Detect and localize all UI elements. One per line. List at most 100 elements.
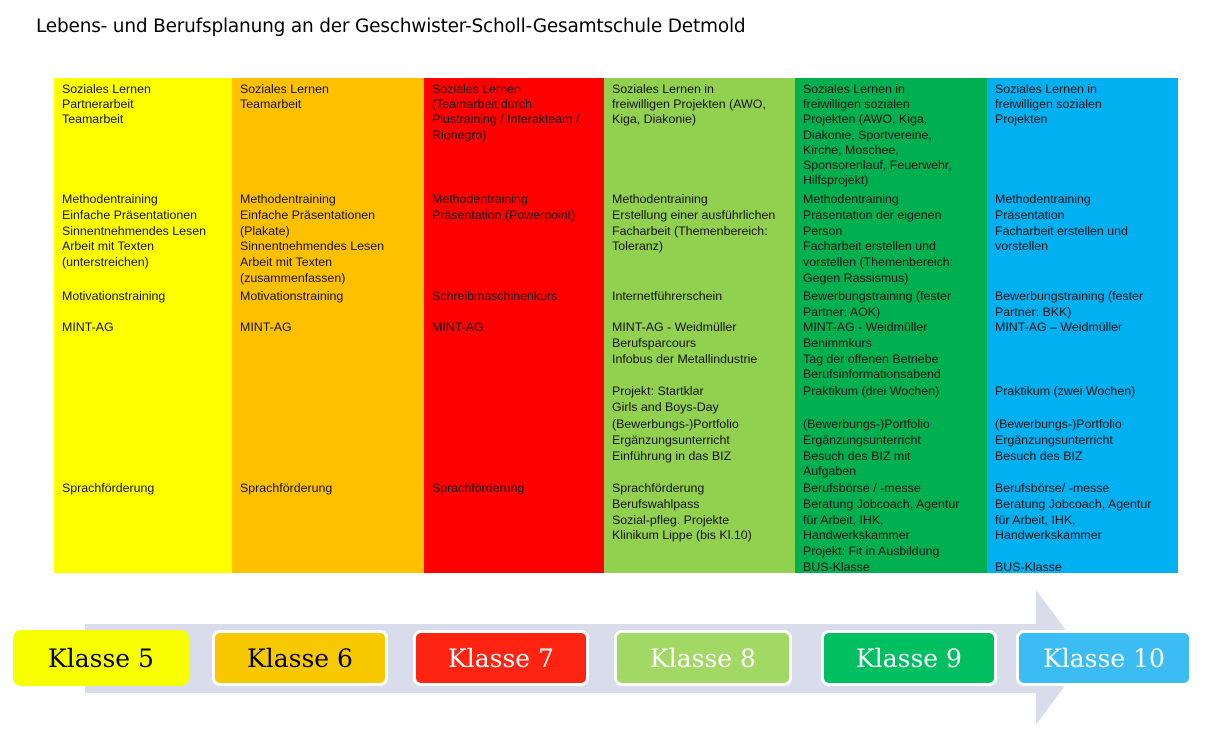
entry-text: MINT-AG – Weidmüller — [995, 320, 1123, 334]
group-motivation: Bewerbungstraining (fester Partner: AOK) — [803, 289, 983, 321]
group-sprach: Sprachförderung — [432, 481, 600, 497]
group-motivation: Internetführerschein — [612, 289, 791, 305]
group-mint: MINT-AG - Weidmüller Benimmkurs Tag der of… — [803, 320, 983, 383]
entry-text: Berufswahlpass — [612, 496, 700, 511]
entry-text: Motivationstraining — [62, 289, 166, 303]
grade-box-klasse-9: Klasse 9 — [821, 630, 997, 686]
entry-text: Soziales Lernen in — [612, 82, 714, 96]
entry-text: freiwilligen sozialen — [803, 97, 910, 112]
entry-text: Benimmkurs — [803, 335, 872, 350]
entry-text: MINT-AG - Weidmüller — [803, 320, 928, 334]
entry-text: Projekten (AWO, Kiga, — [803, 112, 928, 127]
entry-text: Besuch des BIZ — [995, 448, 1083, 463]
entry-text: Soziales Lernen in — [803, 82, 905, 96]
entry-text: BUS-Klasse — [803, 559, 870, 574]
grade-column-10: Soziales Lernen in freiwilligen sozialen P… — [987, 78, 1178, 576]
entry-text: Sozial-pfleg. Projekte — [612, 512, 730, 527]
entry-text: (Plakate) — [240, 223, 290, 238]
entry-text: Bewerbungstraining (fester — [995, 289, 1144, 303]
entry-text: Aufgaben — [803, 464, 857, 479]
entry-text: Soziales Lernen in — [995, 82, 1097, 96]
entry-text: vorstellen — [995, 239, 1049, 254]
entry-text: Sprachförderung — [432, 481, 525, 495]
entry-text: Methodentraining — [612, 192, 708, 206]
grade-box-klasse-7: Klasse 7 — [413, 630, 589, 686]
entry-text: Schreibmaschinenkurs — [432, 289, 558, 303]
entry-text: Handwerkskammer — [995, 528, 1102, 543]
entry-text: Sinnentnehmendes Lesen — [240, 239, 384, 254]
entry-text: Beratung Jobcoach, Agentur — [995, 496, 1152, 511]
entry-text: Ergänzungsunterricht — [803, 432, 921, 447]
entry-text: Berufsbörse/ -messe — [995, 481, 1110, 495]
entry-text: (Bewerbungs-)Portfolio — [612, 417, 739, 431]
group-social: Soziales Lernen Teamarbeit — [240, 82, 420, 112]
entry-text: für Arbeit, IHK, — [995, 512, 1076, 527]
entry-text: freiwilligen sozialen — [995, 97, 1102, 112]
entry-text: Sponsorenlauf, Feuerwehr, — [803, 157, 952, 172]
entry-text: Internetführerschein — [612, 289, 723, 303]
group-mint: MINT-AG — [240, 320, 420, 336]
entry-text: freiwilligen Projekten (AWO, — [612, 97, 766, 112]
group-method: Methodentraining Präsentation der eigenen… — [803, 192, 983, 287]
entry-text: für Arbeit, IHK, — [803, 512, 884, 527]
entry-text: (Bewerbungs-)Portfolio — [995, 417, 1122, 431]
entry-text: Methodentraining — [995, 192, 1091, 206]
group-social: Soziales Lernen in freiwilligen Projekten… — [612, 82, 791, 128]
group-motivation: Motivationstraining — [240, 289, 420, 305]
entry-text: Projekten — [995, 112, 1048, 127]
group-method: Methodentraining Einfache Präsentationen S… — [62, 192, 228, 271]
entry-text: Diakonie, Sportvereine, — [803, 127, 932, 142]
entry-text: MINT-AG — [62, 320, 114, 334]
entry-text: Praktikum (drei Wochen) — [803, 384, 940, 398]
entry-text: Soziales Lernen — [62, 82, 151, 96]
entry-text: Kirche, Moschee, — [803, 142, 899, 157]
page-title: Lebens- und Berufsplanung an der Geschwi… — [36, 16, 746, 37]
entry-text: Ergänzungsunterricht — [612, 432, 730, 447]
group-praktikum: Praktikum (zwei Wochen) — [995, 384, 1174, 400]
entry-text: Einfache Präsentationen — [240, 207, 376, 222]
group-sprach: Berufsbörse / -messe Beratung Jobcoach, A… — [803, 481, 983, 576]
entry-text: Tag der offenen Betriebe — [803, 351, 939, 366]
group-method: Methodentraining Einfache Präsentationen(… — [240, 192, 420, 287]
grade-column-9: Soziales Lernen in freiwilligen sozialen P… — [795, 78, 987, 576]
entry-text: Projekt: Startklar — [612, 384, 704, 398]
entry-text: Sinnentnehmendes Lesen — [62, 223, 206, 238]
entry-text: Facharbeit erstellen und — [995, 223, 1128, 238]
group-social: Soziales Lernen Partnerarbeit Teamarbeit — [62, 82, 228, 128]
group-motivation: Motivationstraining — [62, 289, 228, 305]
entry-text: Partner: BKK) — [995, 304, 1072, 319]
entry-text: Einfache Präsentationen — [62, 207, 198, 222]
entry-text: Teamarbeit — [240, 97, 302, 112]
entry-text: MINT-AG — [240, 320, 292, 334]
entry-text: BUS-Klasse — [995, 559, 1062, 574]
group-social: Soziales Lernen (Teamarbeit durch Plustrai… — [432, 82, 600, 143]
group-social: Soziales Lernen in freiwilligen sozialen P… — [995, 82, 1174, 128]
entry-text: Motivationstraining — [240, 289, 344, 303]
entry-text: Methodentraining — [432, 192, 528, 206]
grade-column-6: Soziales Lernen Teamarbeit Methodentrainin… — [232, 78, 424, 573]
entry-text: Person — [803, 223, 843, 238]
group-motivation: Bewerbungstraining (fester Partner: BKK) — [995, 289, 1174, 321]
group-mint: MINT-AG – Weidmüller — [995, 320, 1174, 336]
entry-text: Soziales Lernen — [240, 82, 329, 96]
group-portfolio: (Bewerbungs-)Portfolio Ergänzungsunterric… — [803, 417, 983, 480]
entry-text: (Bewerbungs-)Portfolio — [803, 417, 930, 431]
entry-text: Rionegro) — [432, 127, 487, 142]
group-sprach: Sprachförderung — [240, 481, 420, 497]
entry-text: Präsentation der eigenen — [803, 207, 942, 222]
entry-text: (Teamarbeit durch — [432, 97, 532, 112]
entry-text: Präsentation (Powerpoint) — [432, 207, 576, 222]
group-mint: MINT-AG - Weidmüller Berufsparcours Infobu… — [612, 320, 791, 367]
entry-text: Projekt: Fit in Ausbildung — [803, 544, 940, 559]
entry-text: Partnerarbeit — [62, 97, 134, 112]
entry-text: Präsentation — [995, 207, 1065, 222]
entry-text: Methodentraining — [240, 192, 336, 206]
group-sprach: Berufsbörse/ -messe Beratung Jobcoach, Ag… — [995, 481, 1174, 576]
entry-text: Facharbeit erstellen und — [803, 239, 936, 254]
entry-text: Beratung Jobcoach, Agentur — [803, 496, 960, 511]
entry-text: Sprachförderung — [240, 481, 333, 495]
entry-text: (zusammenfassen) — [240, 270, 346, 285]
entry-text: Girls and Boys-Day — [612, 399, 719, 414]
entry-text: Berufsinformationsabend — [803, 367, 941, 382]
